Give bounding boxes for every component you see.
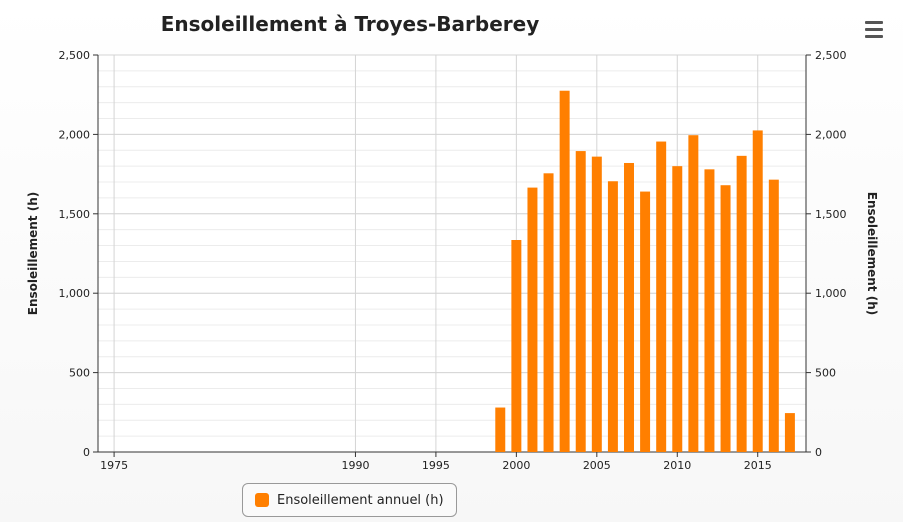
bar[interactable]	[575, 151, 586, 452]
chart-title: Ensoleillement à Troyes-Barberey	[160, 12, 540, 36]
x-tick-label: 2005	[583, 459, 611, 472]
bar[interactable]	[672, 166, 683, 452]
x-tick-label: 1990	[341, 459, 369, 472]
bar[interactable]	[607, 181, 618, 452]
bar[interactable]	[752, 130, 763, 452]
legend-item[interactable]: Ensoleillement annuel (h)	[242, 483, 457, 517]
legend-swatch	[255, 493, 269, 507]
bar[interactable]	[784, 413, 795, 452]
y-tick-label-left: 2,000	[59, 128, 91, 141]
bar[interactable]	[543, 173, 554, 452]
bar[interactable]	[591, 156, 602, 452]
bar[interactable]	[559, 90, 570, 452]
y-tick-label-right: 0	[815, 446, 822, 459]
bar[interactable]	[640, 191, 651, 452]
y-axis-title-right: Ensoleillement (h)	[865, 192, 879, 315]
bar[interactable]	[511, 240, 522, 452]
y-tick-label-left: 500	[69, 367, 90, 380]
x-tick-label: 1995	[422, 459, 450, 472]
y-tick-label-left: 1,000	[59, 287, 91, 300]
bar[interactable]	[624, 162, 634, 452]
y-tick-label-right: 1,000	[815, 287, 847, 300]
x-tick-label: 2015	[744, 459, 772, 472]
bar[interactable]	[495, 407, 506, 452]
y-tick-label-right: 2,500	[815, 49, 847, 62]
y-tick-label-left: 2,500	[59, 49, 91, 62]
x-tick-label: 2000	[502, 459, 530, 472]
bar[interactable]	[720, 185, 731, 452]
legend-label: Ensoleillement annuel (h)	[277, 492, 444, 508]
bar[interactable]	[688, 135, 699, 452]
bar[interactable]	[768, 179, 779, 452]
plot-area	[98, 55, 806, 452]
y-tick-label-left: 0	[83, 446, 90, 459]
y-tick-label-right: 500	[815, 367, 836, 380]
bar[interactable]	[704, 169, 715, 452]
y-tick-label-right: 1,500	[815, 208, 847, 221]
x-tick-label: 2010	[663, 459, 691, 472]
bar[interactable]	[656, 141, 667, 452]
bar[interactable]	[736, 155, 747, 452]
bar[interactable]	[527, 187, 538, 452]
y-tick-label-right: 2,000	[815, 128, 847, 141]
y-axis-title-left: Ensoleillement (h)	[26, 192, 40, 315]
x-tick-label: 1975	[100, 459, 128, 472]
hamburger-menu-icon[interactable]	[859, 14, 889, 44]
y-tick-label-left: 1,500	[59, 208, 91, 221]
